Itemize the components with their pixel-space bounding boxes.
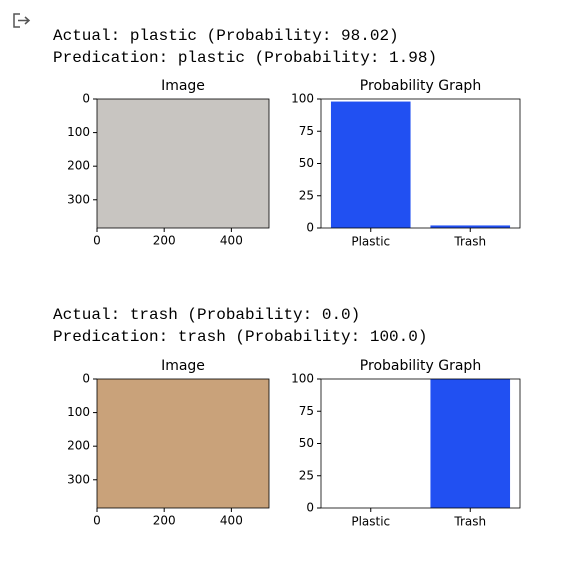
- y-tick-label: 0: [82, 92, 90, 106]
- x-tick-label: 0: [93, 234, 101, 248]
- y-tick-label: 50: [299, 436, 314, 450]
- output-icon: [13, 13, 31, 28]
- y-tick-label: 100: [291, 372, 314, 386]
- image: [97, 379, 269, 508]
- y-tick-label: 300: [67, 472, 90, 486]
- chart-title: Image: [161, 358, 205, 374]
- y-tick-label: 100: [291, 92, 314, 106]
- y-tick-label: 300: [67, 192, 90, 206]
- x-tick-label: 200: [153, 234, 176, 248]
- y-tick-label: 50: [299, 156, 314, 170]
- output-line: Predication: plastic (Probability: 1.98): [53, 49, 437, 67]
- output-line: Actual: trash (Probability: 0.0): [53, 306, 360, 324]
- chart-title: Image: [161, 78, 205, 94]
- x-tick-label: Plastic: [351, 235, 390, 249]
- x-tick-label: 400: [220, 234, 243, 248]
- x-tick-label: 0: [93, 514, 101, 528]
- axes-frame: [320, 378, 521, 509]
- y-tick-label: 100: [67, 125, 90, 139]
- x-tick-label: Trash: [453, 235, 486, 249]
- axes-frame: [96, 98, 270, 229]
- bar: [430, 225, 511, 228]
- y-tick-label: 0: [306, 221, 314, 235]
- y-tick-label: 200: [67, 159, 90, 173]
- x-tick-label: Trash: [453, 515, 486, 529]
- axes-frame: [320, 98, 521, 229]
- output-line: Predication: trash (Probability: 100.0): [53, 328, 427, 346]
- y-tick-label: 0: [82, 372, 90, 386]
- bar: [430, 379, 511, 508]
- y-tick-label: 75: [299, 404, 314, 418]
- y-tick-label: 25: [299, 468, 314, 482]
- x-tick-label: Plastic: [351, 515, 390, 529]
- chart-title: Probability Graph: [360, 78, 481, 94]
- chart-title: Probability Graph: [360, 358, 481, 374]
- y-tick-label: 25: [299, 188, 314, 202]
- x-tick-label: 200: [153, 514, 176, 528]
- x-tick-label: 400: [220, 514, 243, 528]
- y-tick-label: 75: [299, 124, 314, 138]
- y-tick-label: 100: [67, 405, 90, 419]
- bar: [330, 101, 411, 228]
- y-tick-label: 0: [306, 501, 314, 515]
- y-tick-label: 200: [67, 439, 90, 453]
- image: [97, 99, 269, 228]
- output-line: Actual: plastic (Probability: 98.02): [53, 27, 399, 45]
- axes-frame: [96, 378, 270, 509]
